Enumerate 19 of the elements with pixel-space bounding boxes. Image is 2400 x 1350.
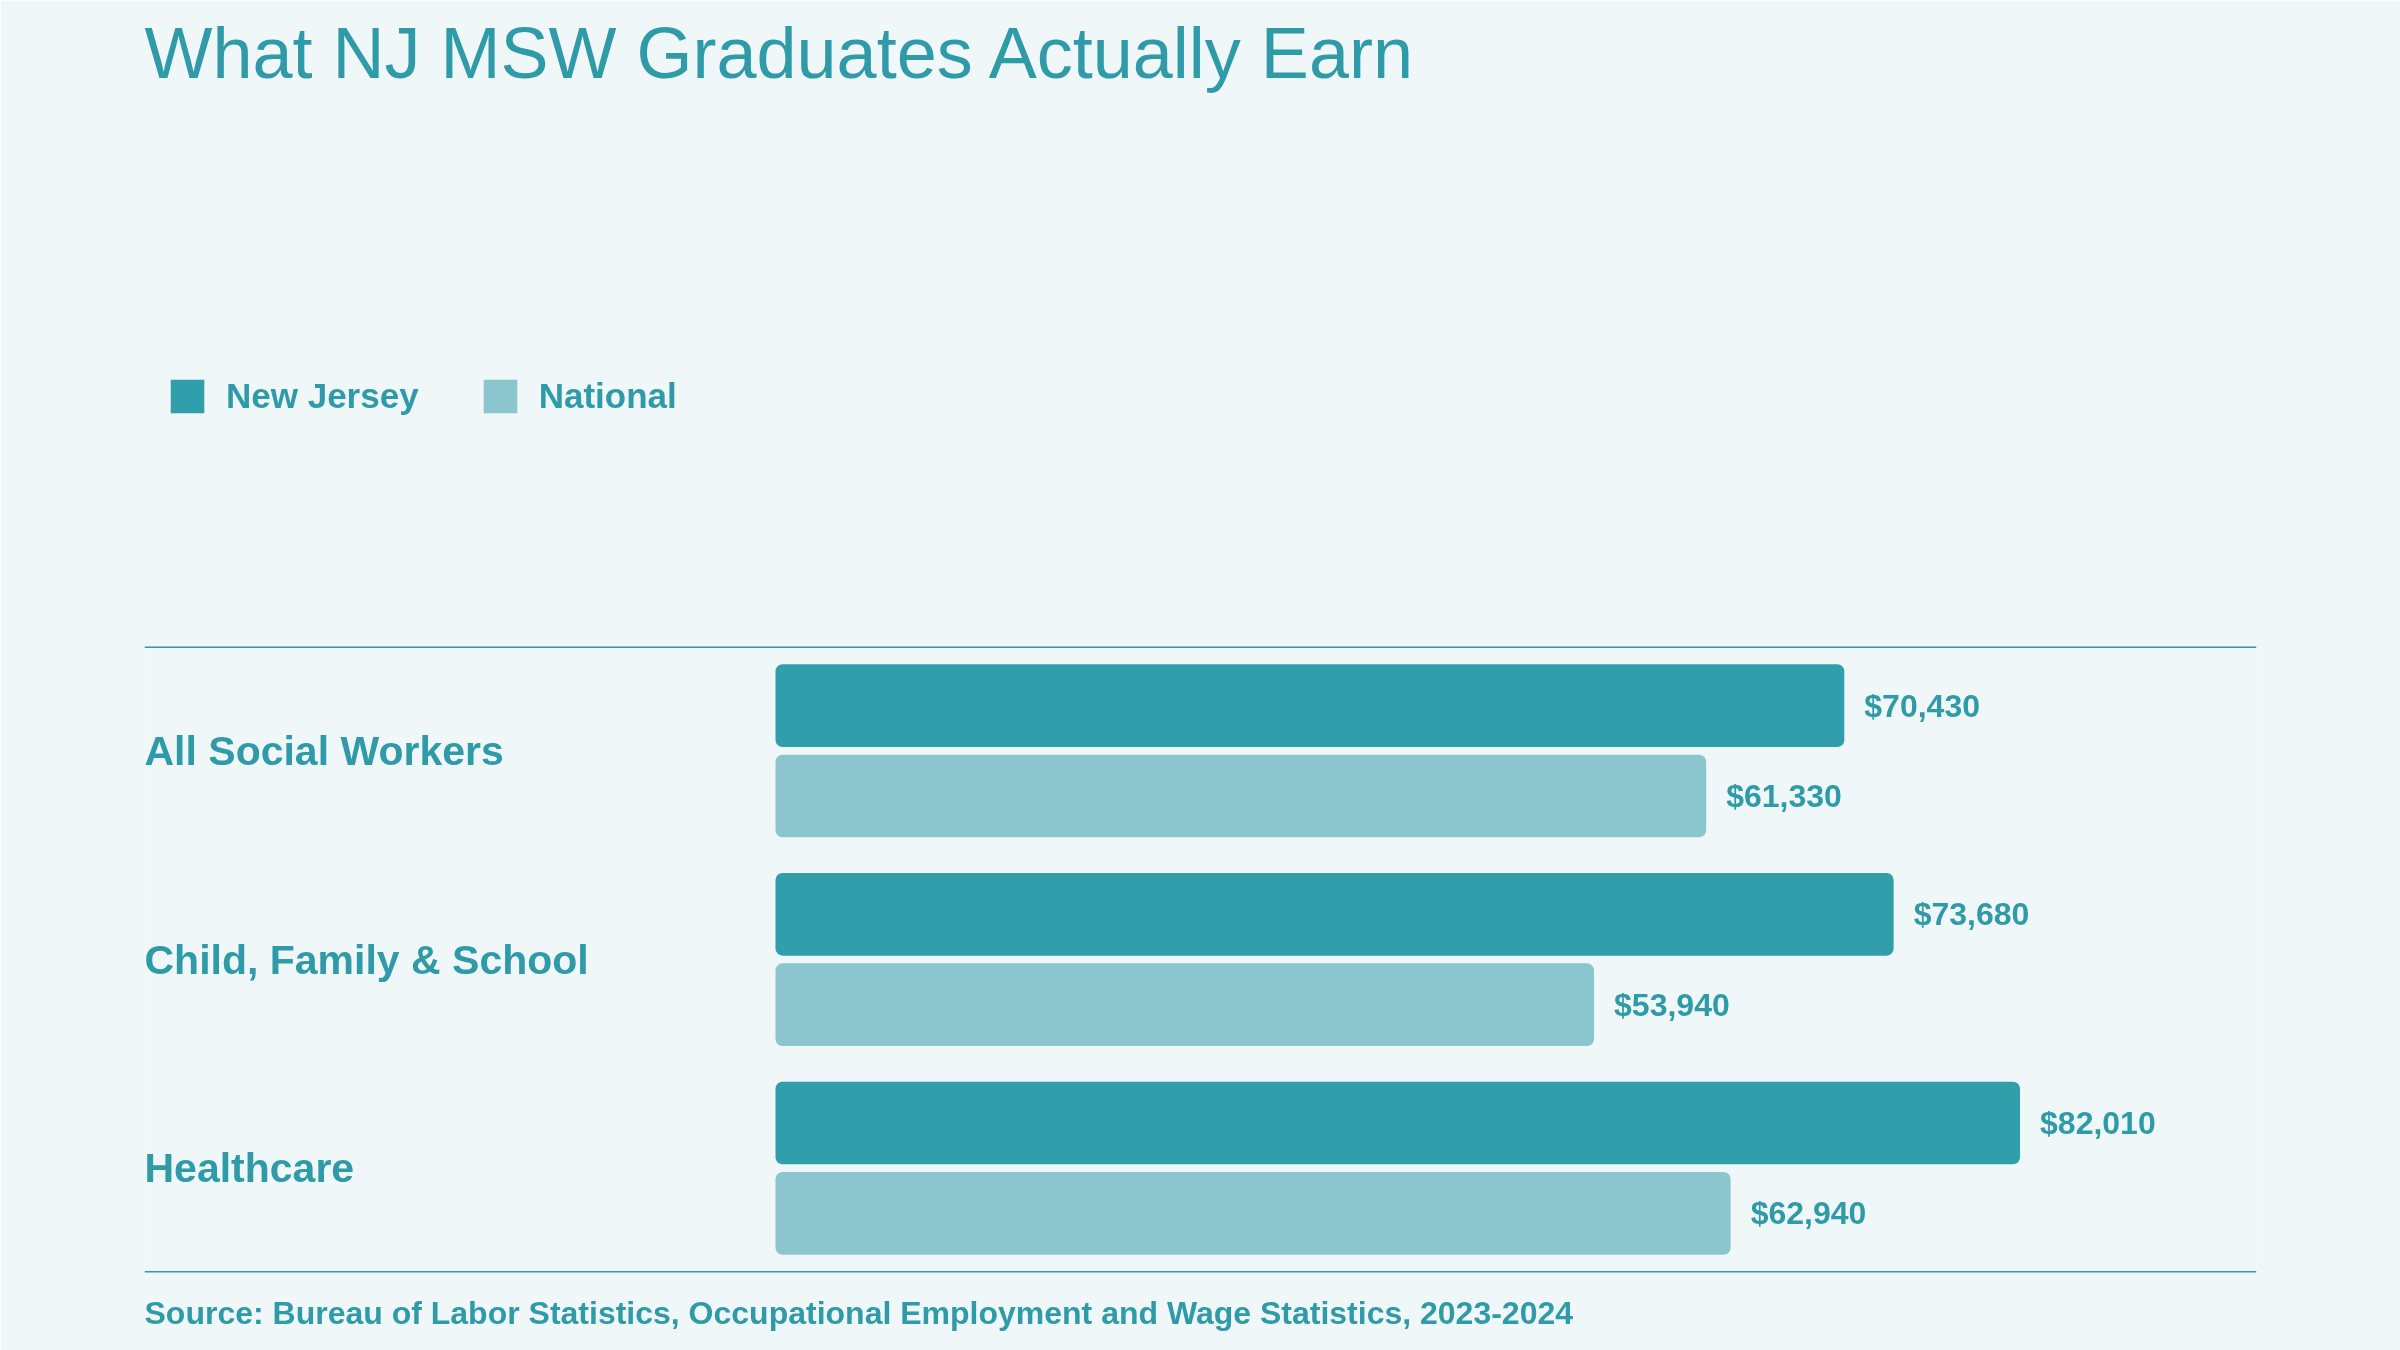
bar: [775, 664, 1845, 747]
legend-label: New Jersey: [226, 376, 419, 416]
bar: [775, 963, 1595, 1047]
source-note: Source: Bureau of Labor Statistics, Occupational Employment and Wage Statistics, 2023-2024: [144, 1294, 1574, 1331]
data-label: $82,010: [2040, 1104, 2156, 1141]
data-label: $53,940: [1614, 986, 1730, 1023]
y-tick-label: All Social Workers: [144, 727, 504, 774]
bar: [775, 1172, 1731, 1255]
bar: [775, 754, 1707, 838]
data-label: $62,940: [1750, 1195, 1867, 1232]
y-tick-label: Child, Family & School: [144, 936, 589, 983]
data-label: $73,680: [1913, 896, 2030, 933]
legend-label: National: [538, 376, 677, 416]
bar: [775, 1081, 2021, 1165]
y-tick-label: Healthcare: [144, 1145, 355, 1192]
data-label: $61,330: [1726, 778, 1842, 815]
chart-title: What NJ MSW Graduates Actually Earn: [144, 12, 1413, 93]
data-label: $70,430: [1864, 687, 1980, 724]
bar: [775, 872, 1894, 956]
